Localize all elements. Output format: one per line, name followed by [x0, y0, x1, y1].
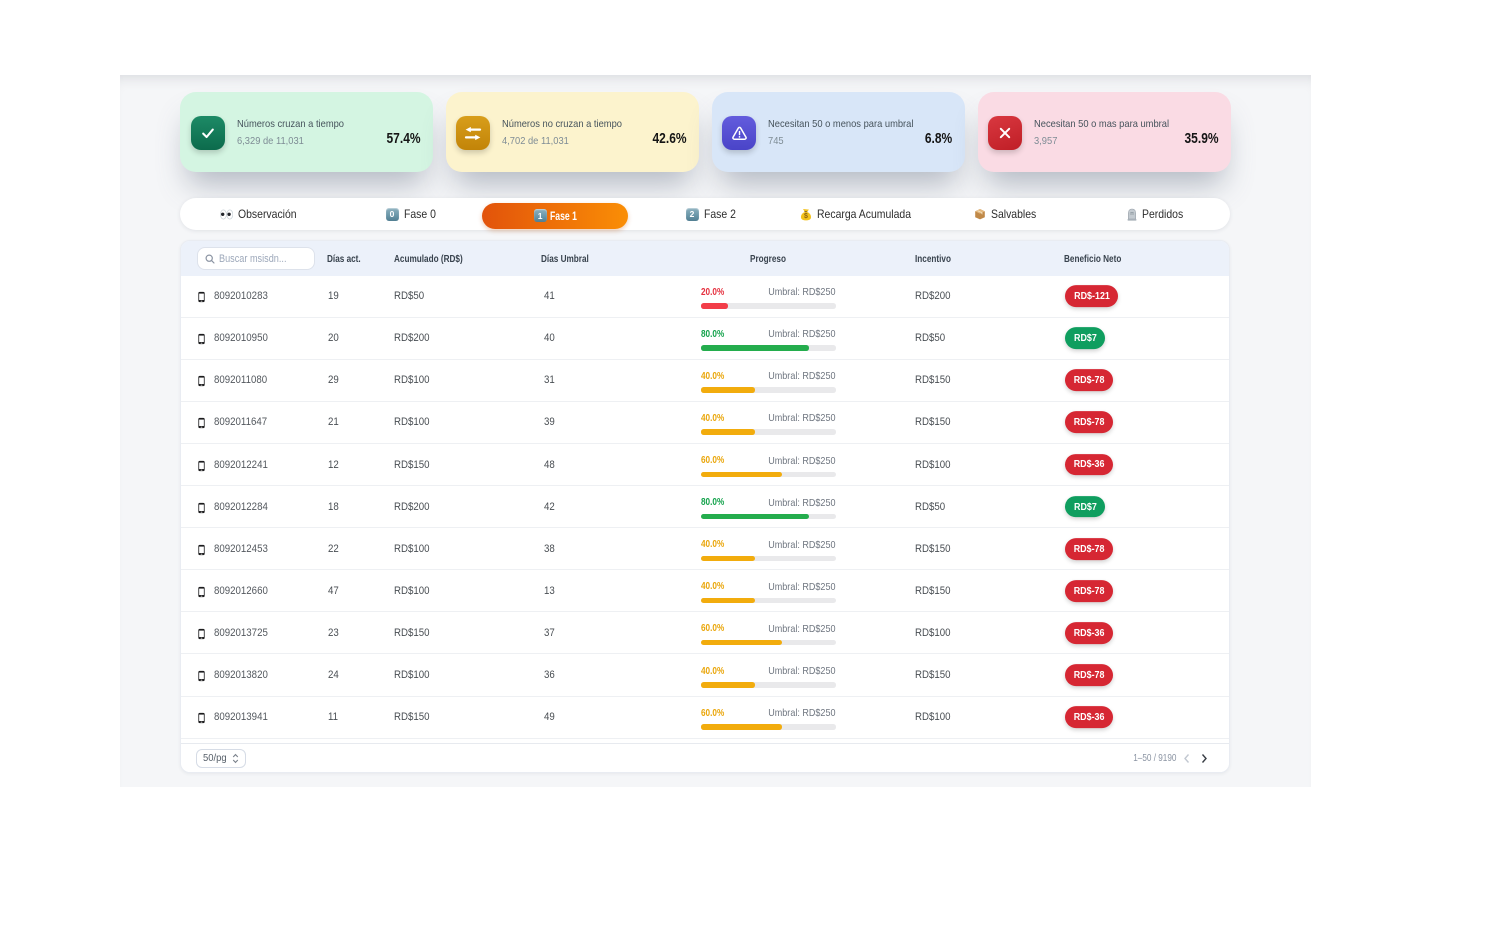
svg-text:$: $	[804, 213, 808, 220]
